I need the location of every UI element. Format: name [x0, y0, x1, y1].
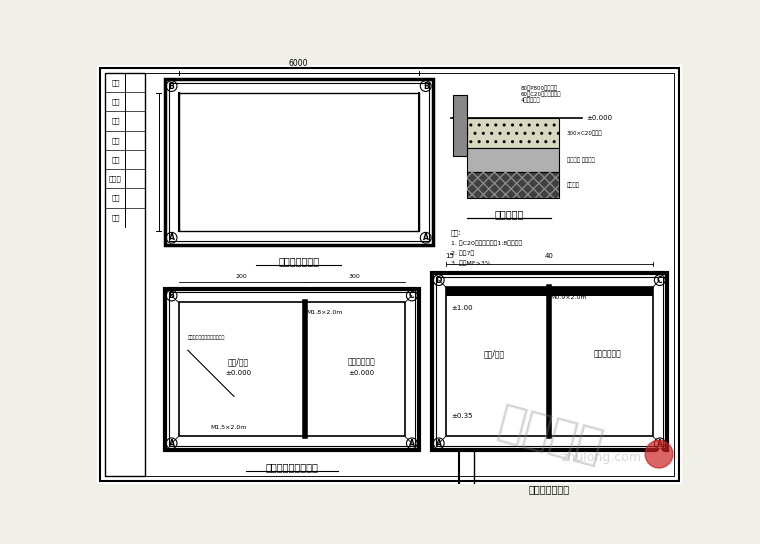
Text: 自动泵给水系统原理配件供参: 自动泵给水系统原理配件供参 — [188, 335, 225, 340]
Text: B: B — [169, 291, 175, 300]
Text: 毛石基础 素混凝土: 毛石基础 素混凝土 — [567, 157, 594, 163]
Text: 15: 15 — [445, 252, 454, 258]
Text: 60厚C20细集料混凝土: 60厚C20细集料混凝土 — [521, 92, 561, 97]
Text: 办公/寝室: 办公/寝室 — [228, 357, 249, 366]
Text: D: D — [435, 276, 442, 285]
Bar — [467, 149, 559, 171]
Bar — [165, 288, 419, 450]
Text: 300×C20混凝土: 300×C20混凝土 — [567, 130, 602, 136]
Text: 4㎜防水卷材: 4㎜防水卷材 — [521, 98, 540, 103]
Text: 更衣、休息室: 更衣、休息室 — [594, 350, 622, 358]
Bar — [169, 83, 429, 241]
Text: 说明:: 说明: — [451, 229, 462, 236]
Text: 校对: 校对 — [111, 214, 119, 221]
Text: ±0.000: ±0.000 — [586, 115, 612, 121]
Text: M1.5×2.0m: M1.5×2.0m — [211, 425, 247, 430]
Bar — [467, 118, 559, 149]
Text: ±0.35: ±0.35 — [451, 413, 473, 419]
Text: 3. 斜坡MF>3%: 3. 斜坡MF>3% — [451, 260, 491, 265]
Text: 板房方案: 板房方案 — [494, 400, 609, 469]
Text: 300: 300 — [349, 274, 361, 279]
Bar — [179, 302, 405, 436]
Text: M0.9×2.0m: M0.9×2.0m — [550, 295, 587, 300]
Bar — [432, 273, 667, 450]
Text: 电气: 电气 — [111, 156, 119, 163]
Text: 图层: 图层 — [111, 79, 119, 86]
Text: 工艺: 工艺 — [111, 98, 119, 105]
Text: 基础断面图: 基础断面图 — [494, 209, 524, 219]
Text: A: A — [169, 439, 175, 448]
Text: 6000: 6000 — [289, 59, 309, 69]
Text: 活动板房平面布置图: 活动板房平面布置图 — [265, 462, 318, 472]
Text: 暖火: 暖火 — [111, 195, 119, 201]
Text: zhulong.com: zhulong.com — [561, 452, 641, 465]
Text: 2. 钢筋7㎜: 2. 钢筋7㎜ — [451, 250, 474, 256]
Text: A: A — [169, 233, 175, 242]
Text: A: A — [657, 439, 663, 448]
Text: A: A — [435, 439, 442, 448]
Text: 40: 40 — [545, 252, 554, 258]
Text: 结构: 结构 — [111, 137, 119, 144]
Text: 办公/寝室: 办公/寝室 — [483, 350, 505, 358]
Bar — [445, 287, 653, 296]
Text: 素土夯实: 素土夯实 — [567, 182, 580, 188]
Bar — [169, 293, 415, 447]
Bar — [467, 171, 559, 199]
Text: ±0.000: ±0.000 — [226, 370, 252, 376]
Text: 200: 200 — [236, 274, 248, 279]
Bar — [105, 73, 144, 477]
Bar — [435, 277, 663, 447]
Text: 活动板房基础图: 活动板房基础图 — [278, 257, 319, 267]
Circle shape — [645, 440, 673, 468]
Text: ±1.00: ±1.00 — [451, 305, 473, 311]
Text: A: A — [423, 233, 429, 242]
Bar — [445, 287, 653, 436]
Text: B: B — [423, 82, 429, 90]
Text: ±0.000: ±0.000 — [349, 370, 375, 376]
Text: C: C — [409, 291, 415, 300]
Text: A: A — [409, 439, 415, 448]
Bar — [453, 95, 467, 156]
Text: 1. 砼C20细集料，垫层1:8碎砖垫层: 1. 砼C20细集料，垫层1:8碎砖垫层 — [451, 240, 522, 246]
Text: 活动板房管线图: 活动板房管线图 — [529, 484, 570, 494]
Text: 80厚P800防水砂浆: 80厚P800防水砂浆 — [521, 85, 557, 91]
Text: 给排水: 给排水 — [109, 176, 122, 182]
Bar — [165, 79, 432, 245]
Text: ✦: ✦ — [651, 444, 667, 463]
Bar — [179, 93, 419, 231]
Text: M1.8×2.0m: M1.8×2.0m — [306, 310, 343, 315]
Text: B: B — [169, 82, 175, 90]
Text: 建筑: 建筑 — [111, 118, 119, 125]
Text: 更衣、休息室: 更衣、休息室 — [348, 357, 375, 366]
Bar — [467, 171, 559, 199]
Bar — [467, 118, 559, 149]
Text: C: C — [657, 276, 663, 285]
